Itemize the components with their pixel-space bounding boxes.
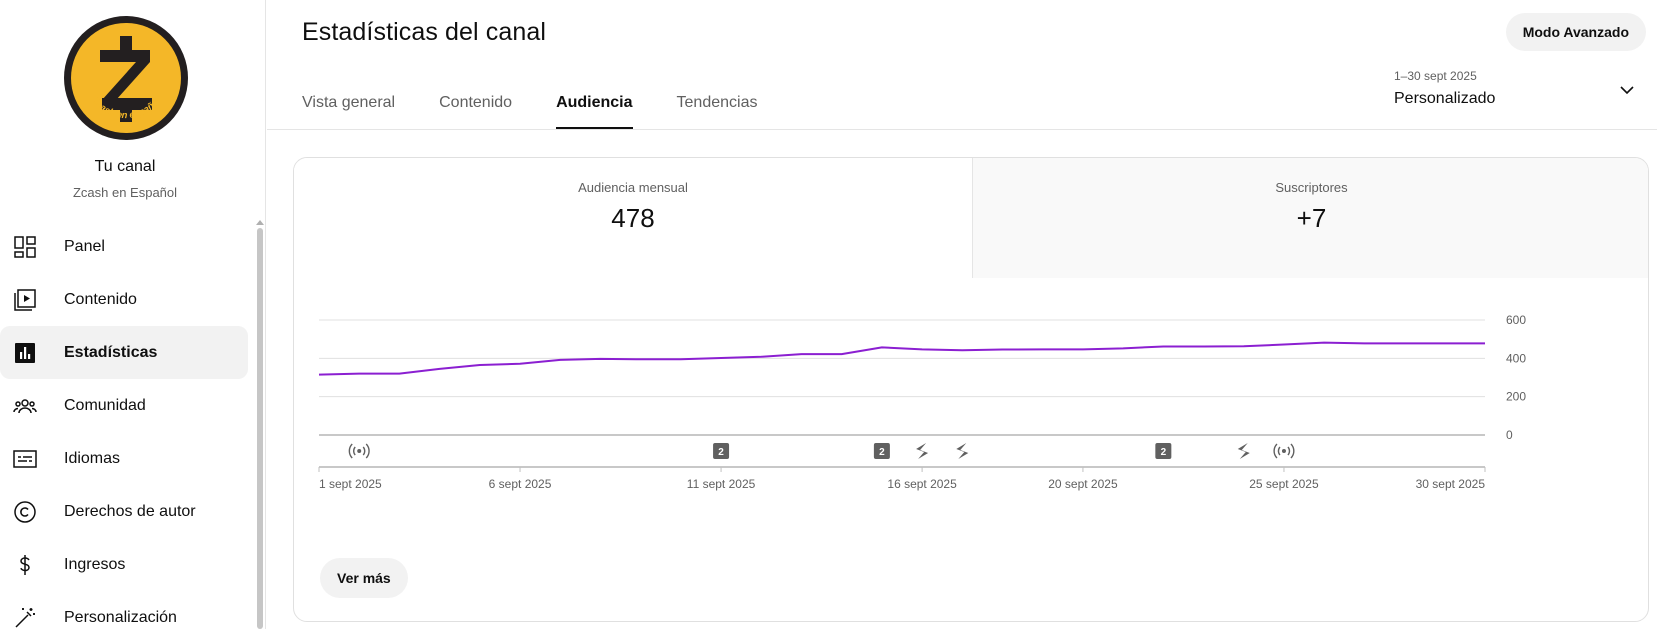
sidebar-item-derechos[interactable]: Derechos de autor xyxy=(0,485,252,538)
tab-audiencia[interactable]: Audiencia xyxy=(556,82,634,130)
tabs-divider xyxy=(267,129,1657,130)
analytics-icon xyxy=(15,343,35,363)
sidebar-item-label: Contenido xyxy=(64,290,137,308)
chevron-down-icon[interactable] xyxy=(1619,82,1635,98)
live-icon xyxy=(357,449,362,453)
sidebar-item-label: Panel xyxy=(64,237,105,255)
metric-subscribers[interactable]: Suscriptores +7 xyxy=(972,158,1648,278)
y-tick-label: 200 xyxy=(1506,390,1526,404)
channel-avatar[interactable]: Zcash en español xyxy=(64,16,188,140)
shorts-icon xyxy=(916,443,929,459)
sidebar-nav: Panel Contenido Estadísticas Comunidad xyxy=(0,220,252,629)
see-more-button[interactable]: Ver más xyxy=(320,558,408,598)
event-count-badge xyxy=(1155,443,1172,459)
content-icon xyxy=(14,289,36,311)
metric-label: Suscriptores xyxy=(1275,180,1348,195)
advanced-mode-button[interactable]: Modo Avanzado xyxy=(1505,13,1646,51)
sidebar-item-label: Derechos de autor xyxy=(64,502,196,520)
date-range-picker[interactable]: 1–30 sept 2025 Personalizado xyxy=(1394,69,1495,108)
sidebar-scrollbar[interactable] xyxy=(257,228,263,629)
sidebar-item-estadisticas[interactable]: Estadísticas xyxy=(0,326,248,379)
sidebar: Zcash en español Tu canal Zcash en Españ… xyxy=(0,0,266,629)
x-tick-label: 11 sept 2025 xyxy=(687,477,756,491)
live-icon-wave xyxy=(1277,446,1291,456)
audience-line-chart[interactable]: 0 200 400 600 1 sept 2025 6 sept 2025 11 sept … xyxy=(294,158,1649,622)
x-tick-label: 16 sept 2025 xyxy=(887,477,957,491)
sidebar-item-idiomas[interactable]: Idiomas xyxy=(0,432,252,485)
shorts-icon xyxy=(1237,443,1250,459)
audience-card: Audiencia mensual 478 Suscriptores +7 0 2… xyxy=(293,157,1649,622)
sidebar-item-personalizacion[interactable]: Personalización xyxy=(0,591,252,629)
sidebar-item-panel[interactable]: Panel xyxy=(0,220,252,273)
x-tick-label: 1 sept 2025 xyxy=(319,477,382,491)
live-icon-wave xyxy=(1273,443,1295,459)
tab-bar: Vista general Contenido Audiencia Tenden… xyxy=(302,82,801,130)
metric-label: Audiencia mensual xyxy=(578,180,688,195)
community-icon xyxy=(13,399,37,414)
y-tick-label: 0 xyxy=(1506,428,1513,442)
x-tick-label: 20 sept 2025 xyxy=(1048,477,1118,491)
sidebar-item-label: Estadísticas xyxy=(64,343,158,361)
dollar-icon xyxy=(20,555,30,575)
event-count-label: 2 xyxy=(1161,447,1167,458)
date-range-label: Personalizado xyxy=(1394,90,1496,107)
metric-value: 478 xyxy=(611,203,655,233)
main-content: Estadísticas del canal Modo Avanzado Vis… xyxy=(267,0,1657,629)
sidebar-item-label: Idiomas xyxy=(64,449,121,467)
shorts-icon xyxy=(956,443,969,459)
zcash-logo-icon: Zcash en español xyxy=(89,36,163,122)
event-count-badge xyxy=(713,443,730,459)
x-tick-label: 25 sept 2025 xyxy=(1249,477,1319,491)
date-range-dates: 1–30 sept 2025 xyxy=(1394,69,1477,83)
event-count-label: 2 xyxy=(879,447,885,458)
copyright-icon xyxy=(14,501,36,523)
event-count-label: 2 xyxy=(718,447,724,458)
sidebar-item-contenido[interactable]: Contenido xyxy=(0,273,252,326)
sidebar-item-label: Ingresos xyxy=(64,555,126,573)
channel-name: Zcash en Español xyxy=(72,185,178,200)
sidebar-item-label: Personalización xyxy=(64,608,177,626)
magic-wand-icon xyxy=(15,608,35,628)
live-icon-wave xyxy=(353,446,366,456)
live-icon xyxy=(1281,449,1286,453)
dashboard-icon xyxy=(14,236,36,258)
metric-monthly-audience[interactable]: Audiencia mensual 478 xyxy=(294,158,972,278)
metric-value: +7 xyxy=(1296,203,1327,233)
sidebar-item-comunidad[interactable]: Comunidad xyxy=(0,379,252,432)
subtitles-icon xyxy=(13,450,37,468)
scroll-up-arrow-icon[interactable] xyxy=(256,220,264,225)
y-tick-label: 600 xyxy=(1506,313,1526,327)
channel-title: Tu canal xyxy=(94,158,156,175)
tab-contenido[interactable]: Contenido xyxy=(439,94,513,111)
live-icon-wave xyxy=(348,443,370,459)
page-title: Estadísticas del canal xyxy=(302,18,546,46)
event-count-badge xyxy=(873,443,890,459)
tab-tendencias[interactable]: Tendencias xyxy=(676,94,758,111)
tab-vista-general[interactable]: Vista general xyxy=(302,94,396,111)
series-line xyxy=(318,341,1485,376)
x-tick-label: 30 sept 2025 xyxy=(1416,477,1486,491)
sidebar-item-label: Comunidad xyxy=(64,396,146,414)
x-tick-label: 6 sept 2025 xyxy=(489,477,552,491)
sidebar-item-ingresos[interactable]: Ingresos xyxy=(0,538,252,591)
y-tick-label: 400 xyxy=(1506,351,1526,365)
